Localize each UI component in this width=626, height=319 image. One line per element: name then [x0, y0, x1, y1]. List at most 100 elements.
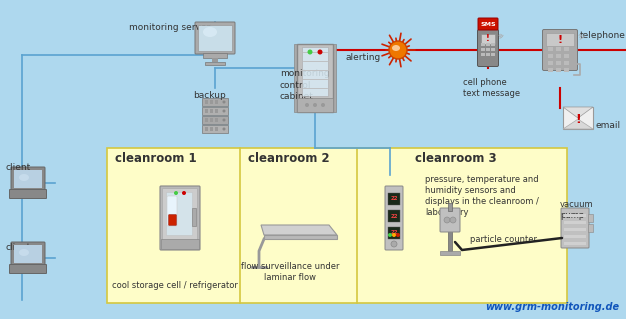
- FancyBboxPatch shape: [166, 192, 192, 235]
- FancyBboxPatch shape: [11, 242, 45, 266]
- FancyBboxPatch shape: [302, 47, 327, 96]
- Bar: [215, 127, 218, 131]
- FancyBboxPatch shape: [202, 125, 228, 133]
- Text: 22: 22: [390, 231, 398, 235]
- FancyBboxPatch shape: [195, 22, 235, 54]
- Polygon shape: [563, 119, 593, 129]
- FancyBboxPatch shape: [9, 189, 46, 198]
- FancyBboxPatch shape: [9, 264, 46, 273]
- Bar: [548, 61, 553, 65]
- Ellipse shape: [392, 45, 400, 51]
- Bar: [481, 43, 485, 46]
- Text: vacuum
pump: vacuum pump: [560, 200, 593, 220]
- FancyBboxPatch shape: [202, 98, 228, 106]
- Bar: [564, 61, 569, 65]
- Text: cell phone
text message: cell phone text message: [463, 78, 520, 98]
- Text: cool storage cell / refrigerator: cool storage cell / refrigerator: [112, 280, 238, 290]
- Bar: [564, 221, 586, 224]
- Text: 22: 22: [390, 213, 398, 219]
- Text: alerting: alerting: [345, 54, 380, 63]
- Bar: [448, 203, 452, 211]
- Circle shape: [222, 118, 225, 122]
- FancyBboxPatch shape: [198, 25, 232, 51]
- Text: !: !: [486, 34, 490, 43]
- Text: monitoring
control
cabinet: monitoring control cabinet: [280, 69, 330, 101]
- Text: SMS: SMS: [480, 21, 496, 26]
- Bar: [215, 109, 218, 113]
- Bar: [548, 54, 553, 58]
- Circle shape: [391, 241, 397, 247]
- Bar: [215, 118, 218, 122]
- Bar: [548, 47, 553, 51]
- FancyBboxPatch shape: [14, 170, 42, 188]
- Circle shape: [388, 233, 392, 237]
- Bar: [481, 53, 485, 56]
- Bar: [205, 127, 208, 131]
- Text: cleanroom 2: cleanroom 2: [248, 152, 330, 165]
- Text: backup: backup: [193, 91, 226, 100]
- FancyBboxPatch shape: [546, 33, 574, 46]
- FancyBboxPatch shape: [11, 167, 45, 191]
- Bar: [440, 251, 460, 255]
- Circle shape: [222, 100, 225, 103]
- Text: www.grm-monitoring.de: www.grm-monitoring.de: [485, 302, 619, 312]
- Bar: [205, 62, 225, 65]
- Bar: [161, 239, 199, 249]
- Bar: [210, 100, 213, 104]
- Text: !: !: [575, 113, 581, 126]
- Bar: [564, 68, 569, 72]
- Bar: [205, 118, 208, 122]
- Bar: [210, 118, 213, 122]
- Circle shape: [396, 233, 400, 237]
- Bar: [481, 48, 485, 51]
- FancyBboxPatch shape: [107, 148, 567, 303]
- Bar: [192, 208, 196, 226]
- Bar: [205, 109, 208, 113]
- Circle shape: [450, 217, 456, 223]
- FancyBboxPatch shape: [385, 186, 403, 250]
- Text: telephone: telephone: [580, 31, 626, 40]
- FancyBboxPatch shape: [563, 107, 593, 129]
- Bar: [564, 47, 569, 51]
- Circle shape: [222, 128, 225, 130]
- Text: 22: 22: [390, 197, 398, 202]
- Text: email: email: [595, 122, 620, 130]
- Bar: [564, 235, 586, 238]
- Circle shape: [389, 41, 407, 59]
- Text: monitoring server: monitoring server: [130, 24, 210, 33]
- FancyBboxPatch shape: [388, 227, 400, 239]
- Circle shape: [305, 103, 309, 107]
- Bar: [548, 68, 553, 72]
- Bar: [486, 53, 490, 56]
- Text: client: client: [5, 243, 30, 253]
- Bar: [210, 109, 213, 113]
- FancyBboxPatch shape: [163, 189, 197, 240]
- Text: cleanroom 3: cleanroom 3: [415, 152, 496, 165]
- FancyBboxPatch shape: [160, 186, 200, 250]
- Polygon shape: [563, 107, 593, 118]
- FancyBboxPatch shape: [202, 116, 228, 124]
- Circle shape: [392, 233, 396, 237]
- Bar: [556, 68, 561, 72]
- Bar: [203, 53, 227, 58]
- Ellipse shape: [19, 249, 29, 256]
- Bar: [556, 54, 561, 58]
- Bar: [486, 48, 490, 51]
- FancyBboxPatch shape: [388, 210, 400, 222]
- Bar: [294, 44, 297, 112]
- Bar: [210, 127, 213, 131]
- Bar: [212, 58, 218, 62]
- Bar: [556, 61, 561, 65]
- FancyBboxPatch shape: [297, 98, 333, 112]
- Circle shape: [307, 49, 312, 55]
- Text: cleanroom 1: cleanroom 1: [115, 152, 197, 165]
- Bar: [564, 242, 586, 245]
- Circle shape: [174, 191, 178, 195]
- Ellipse shape: [19, 174, 29, 181]
- FancyBboxPatch shape: [202, 107, 228, 115]
- Bar: [486, 43, 490, 46]
- Bar: [491, 48, 495, 51]
- Circle shape: [444, 217, 450, 223]
- Bar: [448, 231, 452, 251]
- Polygon shape: [261, 225, 337, 235]
